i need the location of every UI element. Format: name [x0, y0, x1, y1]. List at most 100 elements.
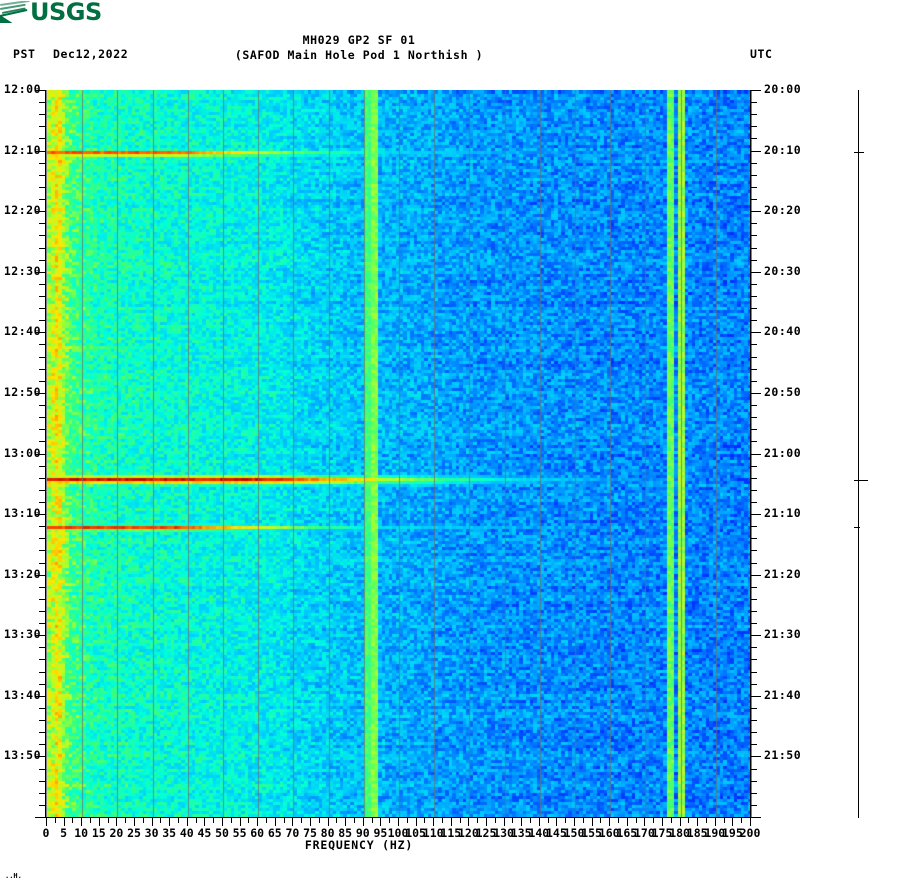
x-tick	[55, 818, 56, 823]
y-tick-left	[35, 514, 45, 515]
y-tick-left	[39, 417, 45, 418]
y-tick-right	[751, 478, 757, 479]
x-axis-label: 135	[510, 826, 532, 840]
x-tick	[416, 818, 417, 826]
y-tick-right	[751, 696, 761, 697]
y-tick-left	[39, 175, 45, 176]
x-tick	[600, 818, 601, 823]
y-axis-left-label: 13:20	[3, 566, 41, 581]
y-tick-left	[35, 635, 45, 636]
y-tick-right	[751, 563, 757, 564]
y-tick-left	[39, 708, 45, 709]
y-tick-right	[751, 587, 757, 588]
y-tick-left	[39, 284, 45, 285]
x-axis-label: 40	[179, 826, 194, 840]
y-tick-right	[751, 223, 757, 224]
x-tick	[565, 818, 566, 823]
x-tick	[125, 818, 126, 823]
y-tick-right	[751, 175, 757, 176]
x-axis-label: 55	[232, 826, 247, 840]
y-tick-right	[751, 575, 761, 576]
y-axis-left-label: 12:30	[3, 263, 41, 278]
y-axis-right-label: 21:30	[764, 627, 802, 642]
usgs-logo: USGS	[0, 0, 102, 24]
x-axis-label: 170	[634, 826, 655, 840]
y-tick-right	[751, 769, 757, 770]
y-tick-right	[751, 429, 757, 430]
y-tick-left	[35, 817, 45, 818]
y-tick-left	[39, 744, 45, 745]
y-tick-left	[35, 454, 45, 455]
y-tick-right	[751, 744, 757, 745]
x-tick	[81, 818, 82, 826]
y-tick-left	[39, 308, 45, 309]
x-axis-label: 200	[739, 826, 761, 840]
y-tick-left	[35, 756, 45, 757]
y-tick-left	[39, 199, 45, 200]
x-axis-label: 20	[109, 826, 124, 840]
x-tick	[213, 818, 214, 823]
x-tick	[248, 818, 249, 823]
x-tick	[160, 818, 161, 823]
x-tick	[724, 818, 725, 823]
x-tick	[196, 818, 197, 823]
y-axis-right	[750, 90, 751, 818]
x-axis-label: 35	[162, 826, 177, 840]
y-tick-right	[751, 659, 757, 660]
x-tick	[680, 818, 681, 826]
x-tick	[521, 818, 522, 826]
y-tick-right	[751, 793, 757, 794]
y-tick-right	[751, 90, 761, 91]
x-axis-label: 85	[338, 826, 353, 840]
y-tick-right	[751, 732, 757, 733]
x-tick	[64, 818, 65, 826]
y-tick-right	[751, 805, 757, 806]
x-axis-label: 185	[686, 826, 708, 840]
y-axis-left-label: 12:00	[3, 82, 41, 96]
x-tick	[407, 818, 408, 823]
y-tick-right	[751, 538, 757, 539]
x-axis-label: 155	[581, 826, 602, 840]
x-axis-label: 25	[127, 826, 141, 840]
y-tick-left	[39, 187, 45, 188]
y-tick-left	[39, 405, 45, 406]
y-axis-left-label: 13:00	[3, 445, 41, 460]
x-axis-label: 65	[267, 826, 282, 840]
y-tick-left	[39, 357, 45, 358]
y-tick-right	[751, 369, 757, 370]
x-tick	[292, 818, 293, 826]
x-tick	[240, 818, 241, 826]
x-tick	[636, 818, 637, 823]
x-tick	[715, 818, 716, 826]
y-axis-left-label: 12:50	[3, 384, 41, 399]
x-tick	[222, 818, 223, 826]
y-axis-left	[45, 90, 46, 818]
x-axis-label: 50	[215, 826, 229, 840]
y-tick-right	[751, 357, 757, 358]
x-tick	[169, 818, 170, 826]
event-marker-tick	[854, 480, 868, 481]
x-tick	[477, 818, 478, 823]
y-tick-right	[751, 672, 757, 673]
y-axis-right-label: 21:00	[764, 445, 802, 460]
spectrogram-plot[interactable]	[46, 90, 752, 817]
event-marker-tick	[854, 152, 864, 153]
x-tick	[134, 818, 135, 826]
y-tick-left	[39, 587, 45, 588]
y-tick-left	[39, 769, 45, 770]
x-tick	[512, 818, 513, 823]
x-tick	[380, 818, 381, 826]
x-axis-label: 75	[303, 826, 317, 840]
y-tick-left	[39, 466, 45, 467]
x-tick	[451, 818, 452, 826]
y-tick-left	[39, 526, 45, 527]
x-axis-label: 145	[546, 826, 567, 840]
y-tick-left	[39, 223, 45, 224]
timezone-label-left: PST	[13, 47, 36, 61]
y-tick-left	[39, 478, 45, 479]
x-axis-label: 125	[475, 826, 497, 840]
y-tick-left	[39, 102, 45, 103]
x-tick	[583, 818, 584, 823]
y-tick-right	[751, 417, 757, 418]
event-marker-bar	[858, 90, 859, 818]
